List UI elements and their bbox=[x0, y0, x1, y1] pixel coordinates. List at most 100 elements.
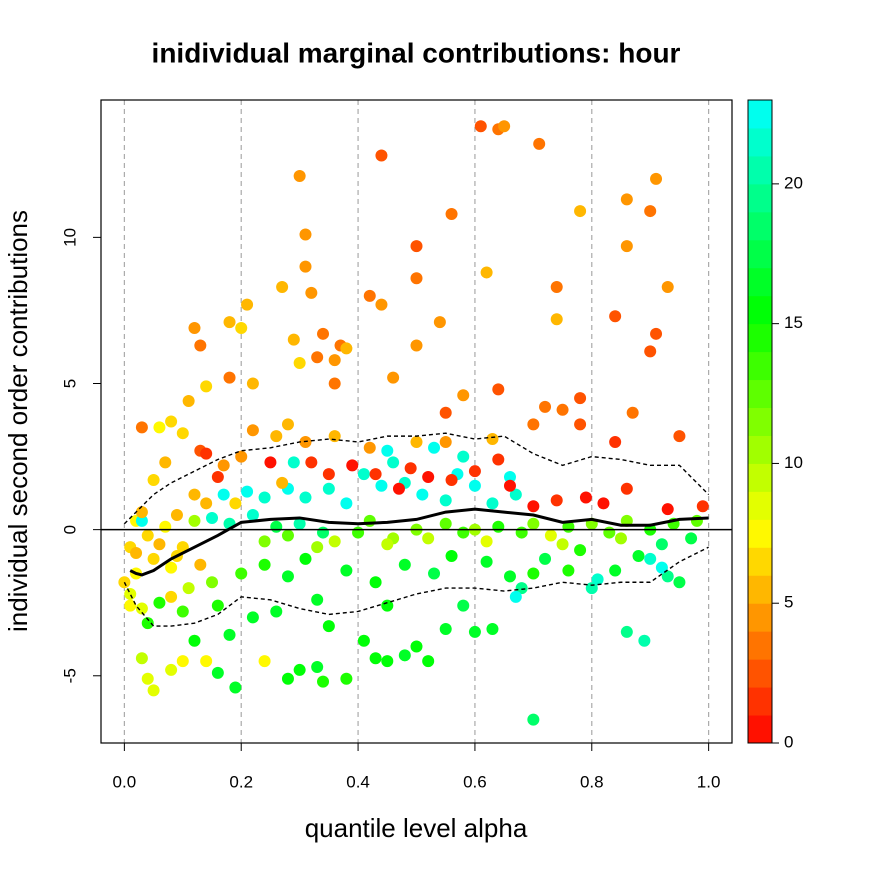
colorbar-band bbox=[748, 435, 772, 464]
colorbar-band bbox=[748, 100, 772, 129]
point bbox=[241, 298, 254, 311]
point bbox=[182, 582, 195, 595]
point bbox=[246, 509, 259, 522]
colorbar-tick-label: 20 bbox=[784, 173, 803, 192]
point bbox=[235, 450, 248, 463]
point bbox=[317, 526, 330, 539]
point bbox=[515, 526, 528, 539]
point bbox=[223, 628, 236, 641]
point bbox=[200, 447, 213, 460]
point bbox=[381, 599, 394, 612]
point bbox=[416, 488, 429, 501]
point bbox=[556, 538, 569, 551]
point bbox=[527, 517, 540, 530]
point bbox=[176, 655, 189, 668]
point bbox=[503, 479, 516, 492]
point bbox=[340, 564, 353, 577]
point bbox=[445, 473, 458, 486]
colorbar-band bbox=[748, 267, 772, 297]
point bbox=[550, 281, 563, 294]
x-tick-label: 0.4 bbox=[346, 772, 370, 791]
point bbox=[287, 333, 300, 346]
point bbox=[644, 345, 657, 358]
colorbar-band bbox=[748, 155, 772, 185]
point bbox=[211, 471, 224, 484]
colorbar-band bbox=[748, 295, 772, 325]
point bbox=[246, 611, 259, 624]
point bbox=[381, 444, 394, 457]
colorbar-band bbox=[748, 687, 772, 716]
point bbox=[299, 228, 312, 241]
point bbox=[124, 587, 137, 600]
point bbox=[281, 418, 294, 431]
point bbox=[188, 514, 201, 527]
point bbox=[153, 538, 166, 551]
point bbox=[486, 623, 499, 636]
point bbox=[550, 494, 563, 507]
point bbox=[369, 468, 382, 481]
quantile-line bbox=[123, 546, 709, 627]
point bbox=[264, 456, 277, 469]
point bbox=[317, 327, 330, 340]
point bbox=[217, 488, 230, 501]
colorbar-tick-label: 15 bbox=[784, 313, 803, 332]
point bbox=[135, 506, 148, 519]
point bbox=[153, 421, 166, 434]
point bbox=[311, 593, 324, 606]
point bbox=[159, 520, 172, 533]
y-tick-label: 0 bbox=[60, 525, 79, 534]
point bbox=[159, 456, 172, 469]
point bbox=[194, 339, 207, 352]
point bbox=[620, 240, 633, 253]
point bbox=[503, 471, 516, 484]
point bbox=[574, 205, 587, 218]
point bbox=[398, 649, 411, 662]
point bbox=[486, 497, 499, 510]
point bbox=[293, 663, 306, 676]
point bbox=[398, 558, 411, 571]
colorbar-band bbox=[748, 547, 772, 576]
point bbox=[153, 596, 166, 609]
point bbox=[410, 339, 423, 352]
colorbar-frame bbox=[747, 99, 773, 744]
point bbox=[340, 342, 353, 355]
point bbox=[655, 538, 668, 551]
point bbox=[503, 570, 516, 583]
point bbox=[439, 623, 452, 636]
point bbox=[439, 435, 452, 448]
point bbox=[445, 207, 458, 220]
colorbar-band bbox=[748, 715, 772, 744]
point bbox=[130, 547, 143, 560]
point bbox=[638, 634, 651, 647]
point bbox=[363, 289, 376, 302]
point bbox=[439, 494, 452, 507]
point bbox=[165, 590, 178, 603]
point bbox=[229, 681, 242, 694]
colorbar-band bbox=[748, 379, 772, 409]
point bbox=[299, 260, 312, 273]
point bbox=[281, 570, 294, 583]
point bbox=[375, 298, 388, 311]
point bbox=[170, 509, 183, 522]
colorbar-band bbox=[748, 491, 772, 520]
point bbox=[381, 538, 394, 551]
point bbox=[609, 435, 622, 448]
point bbox=[410, 640, 423, 653]
point bbox=[614, 532, 627, 545]
point bbox=[293, 357, 306, 370]
point bbox=[276, 476, 289, 489]
point bbox=[585, 582, 598, 595]
colorbar-band bbox=[748, 575, 772, 604]
point bbox=[422, 655, 435, 668]
point bbox=[579, 491, 592, 504]
point bbox=[439, 517, 452, 530]
point bbox=[182, 395, 195, 408]
point bbox=[311, 351, 324, 364]
point bbox=[428, 567, 441, 580]
point bbox=[603, 526, 616, 539]
point bbox=[287, 456, 300, 469]
point bbox=[620, 193, 633, 206]
point bbox=[650, 172, 663, 185]
point bbox=[433, 316, 446, 329]
point bbox=[650, 327, 663, 340]
